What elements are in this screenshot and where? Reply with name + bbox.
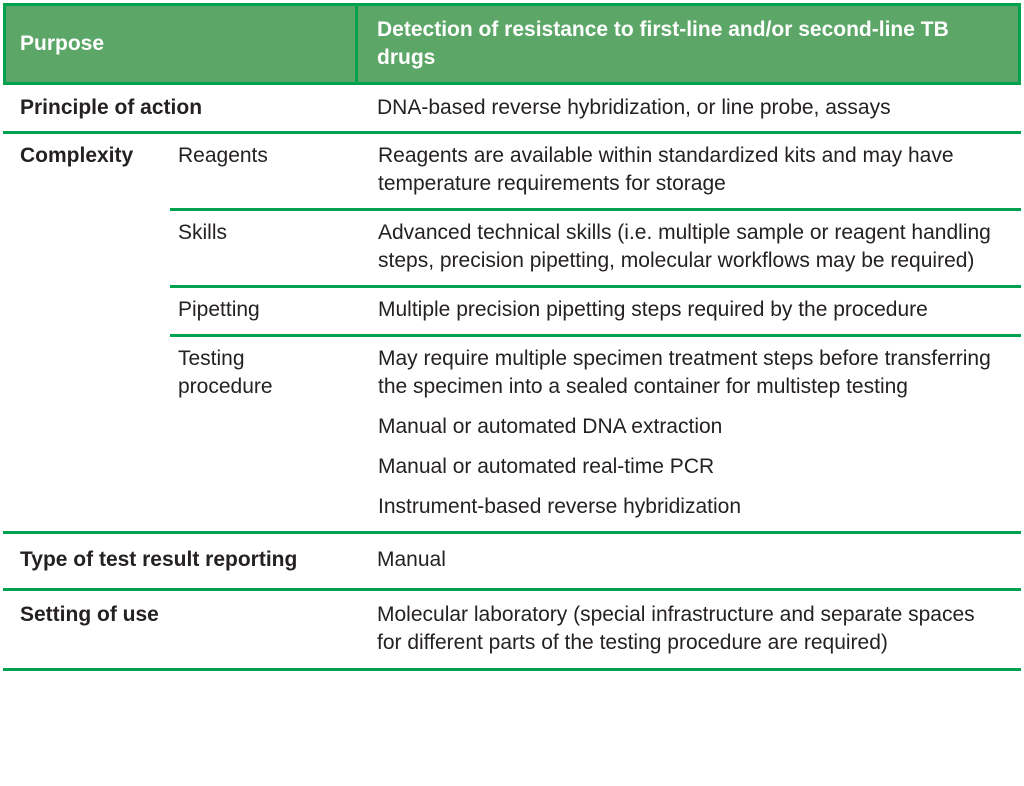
- purpose-value: Detection of resistance to first-line an…: [377, 18, 949, 69]
- subrow-skills: Skills Advanced technical skills (i.e. m…: [170, 208, 1021, 285]
- table-header-row: Purpose Detection of resistance to first…: [3, 3, 1021, 85]
- testing-procedure-paragraph: Instrument-based reverse hybridization: [378, 495, 742, 518]
- reagents-value: Reagents are available within standardiz…: [378, 144, 954, 195]
- reagents-label: Reagents: [178, 144, 268, 167]
- testing-procedure-paragraph: Manual or automated real-time PCR: [378, 455, 715, 478]
- header-cell-purpose-value: Detection of resistance to first-line an…: [355, 6, 1018, 82]
- principle-label: Principle of action: [20, 96, 203, 119]
- header-cell-purpose: Purpose: [6, 6, 355, 82]
- purpose-label: Purpose: [20, 32, 105, 55]
- complexity-subrows: Reagents Reagents are available within s…: [170, 134, 1021, 531]
- testing-procedure-label: Testing procedure: [178, 347, 273, 398]
- tb-test-characteristics-table: Purpose Detection of resistance to first…: [3, 3, 1021, 671]
- row-setting-of-use: Setting of use Molecular laboratory (spe…: [3, 591, 1021, 671]
- testing-procedure-paragraph: May require multiple specimen treatment …: [378, 347, 991, 398]
- complexity-label: Complexity: [20, 144, 134, 167]
- skills-value: Advanced technical skills (i.e. multiple…: [378, 221, 991, 272]
- principle-value: DNA-based reverse hybridization, or line…: [377, 96, 891, 119]
- setting-value: Molecular laboratory (special infrastruc…: [377, 603, 975, 654]
- pipetting-value: Multiple precision pipetting steps requi…: [378, 298, 928, 321]
- reporting-label: Type of test result reporting: [20, 548, 298, 571]
- testing-procedure-value: May require multiple specimen treatment …: [378, 345, 1021, 521]
- row-result-reporting: Type of test result reporting Manual: [3, 534, 1021, 591]
- row-principle-of-action: Principle of action DNA-based reverse hy…: [3, 85, 1021, 134]
- skills-label: Skills: [178, 221, 228, 244]
- subrow-pipetting: Pipetting Multiple precision pipetting s…: [170, 285, 1021, 334]
- testing-procedure-paragraph: Manual or automated DNA extraction: [378, 415, 723, 438]
- subrow-reagents: Reagents Reagents are available within s…: [170, 134, 1021, 208]
- reporting-value: Manual: [377, 548, 446, 571]
- setting-label: Setting of use: [20, 603, 159, 626]
- subrow-testing-procedure: Testing procedure May require multiple s…: [170, 334, 1021, 531]
- row-complexity: Complexity Reagents Reagents are availab…: [3, 134, 1021, 534]
- pipetting-label: Pipetting: [178, 298, 260, 321]
